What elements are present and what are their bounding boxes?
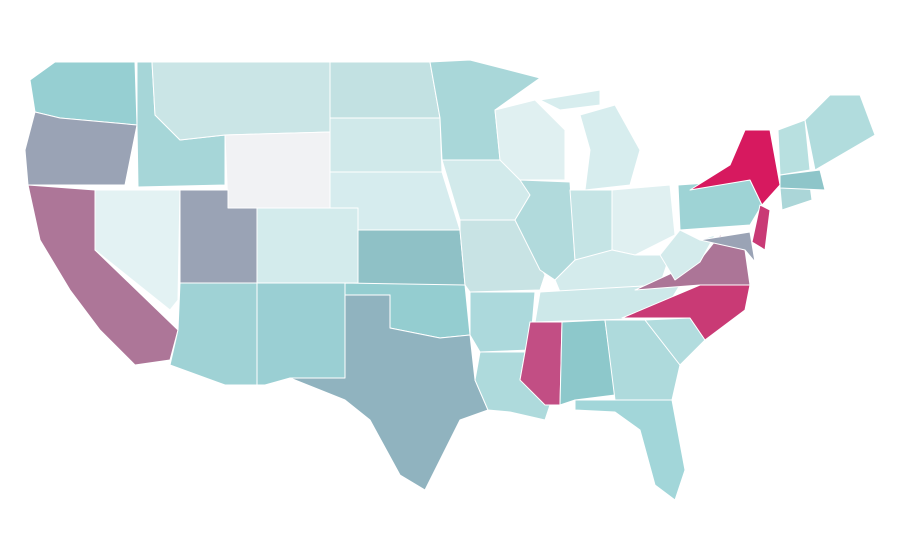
state xyxy=(94,189,181,311)
state xyxy=(151,61,331,141)
state xyxy=(777,119,811,176)
state xyxy=(329,61,441,119)
state xyxy=(256,207,359,284)
state xyxy=(469,291,536,353)
state xyxy=(804,94,876,171)
state xyxy=(677,179,763,231)
state xyxy=(224,131,331,209)
state xyxy=(569,189,613,261)
state xyxy=(779,169,826,191)
state xyxy=(604,319,681,401)
state xyxy=(329,117,443,173)
state xyxy=(256,282,346,386)
state xyxy=(611,184,676,256)
state xyxy=(289,294,489,491)
state xyxy=(751,204,771,251)
state xyxy=(539,89,641,191)
state xyxy=(574,399,686,501)
state xyxy=(559,319,616,406)
state xyxy=(494,99,566,181)
state xyxy=(357,229,466,286)
state xyxy=(24,111,138,186)
state xyxy=(169,282,258,386)
state xyxy=(699,231,756,263)
state xyxy=(689,129,781,206)
